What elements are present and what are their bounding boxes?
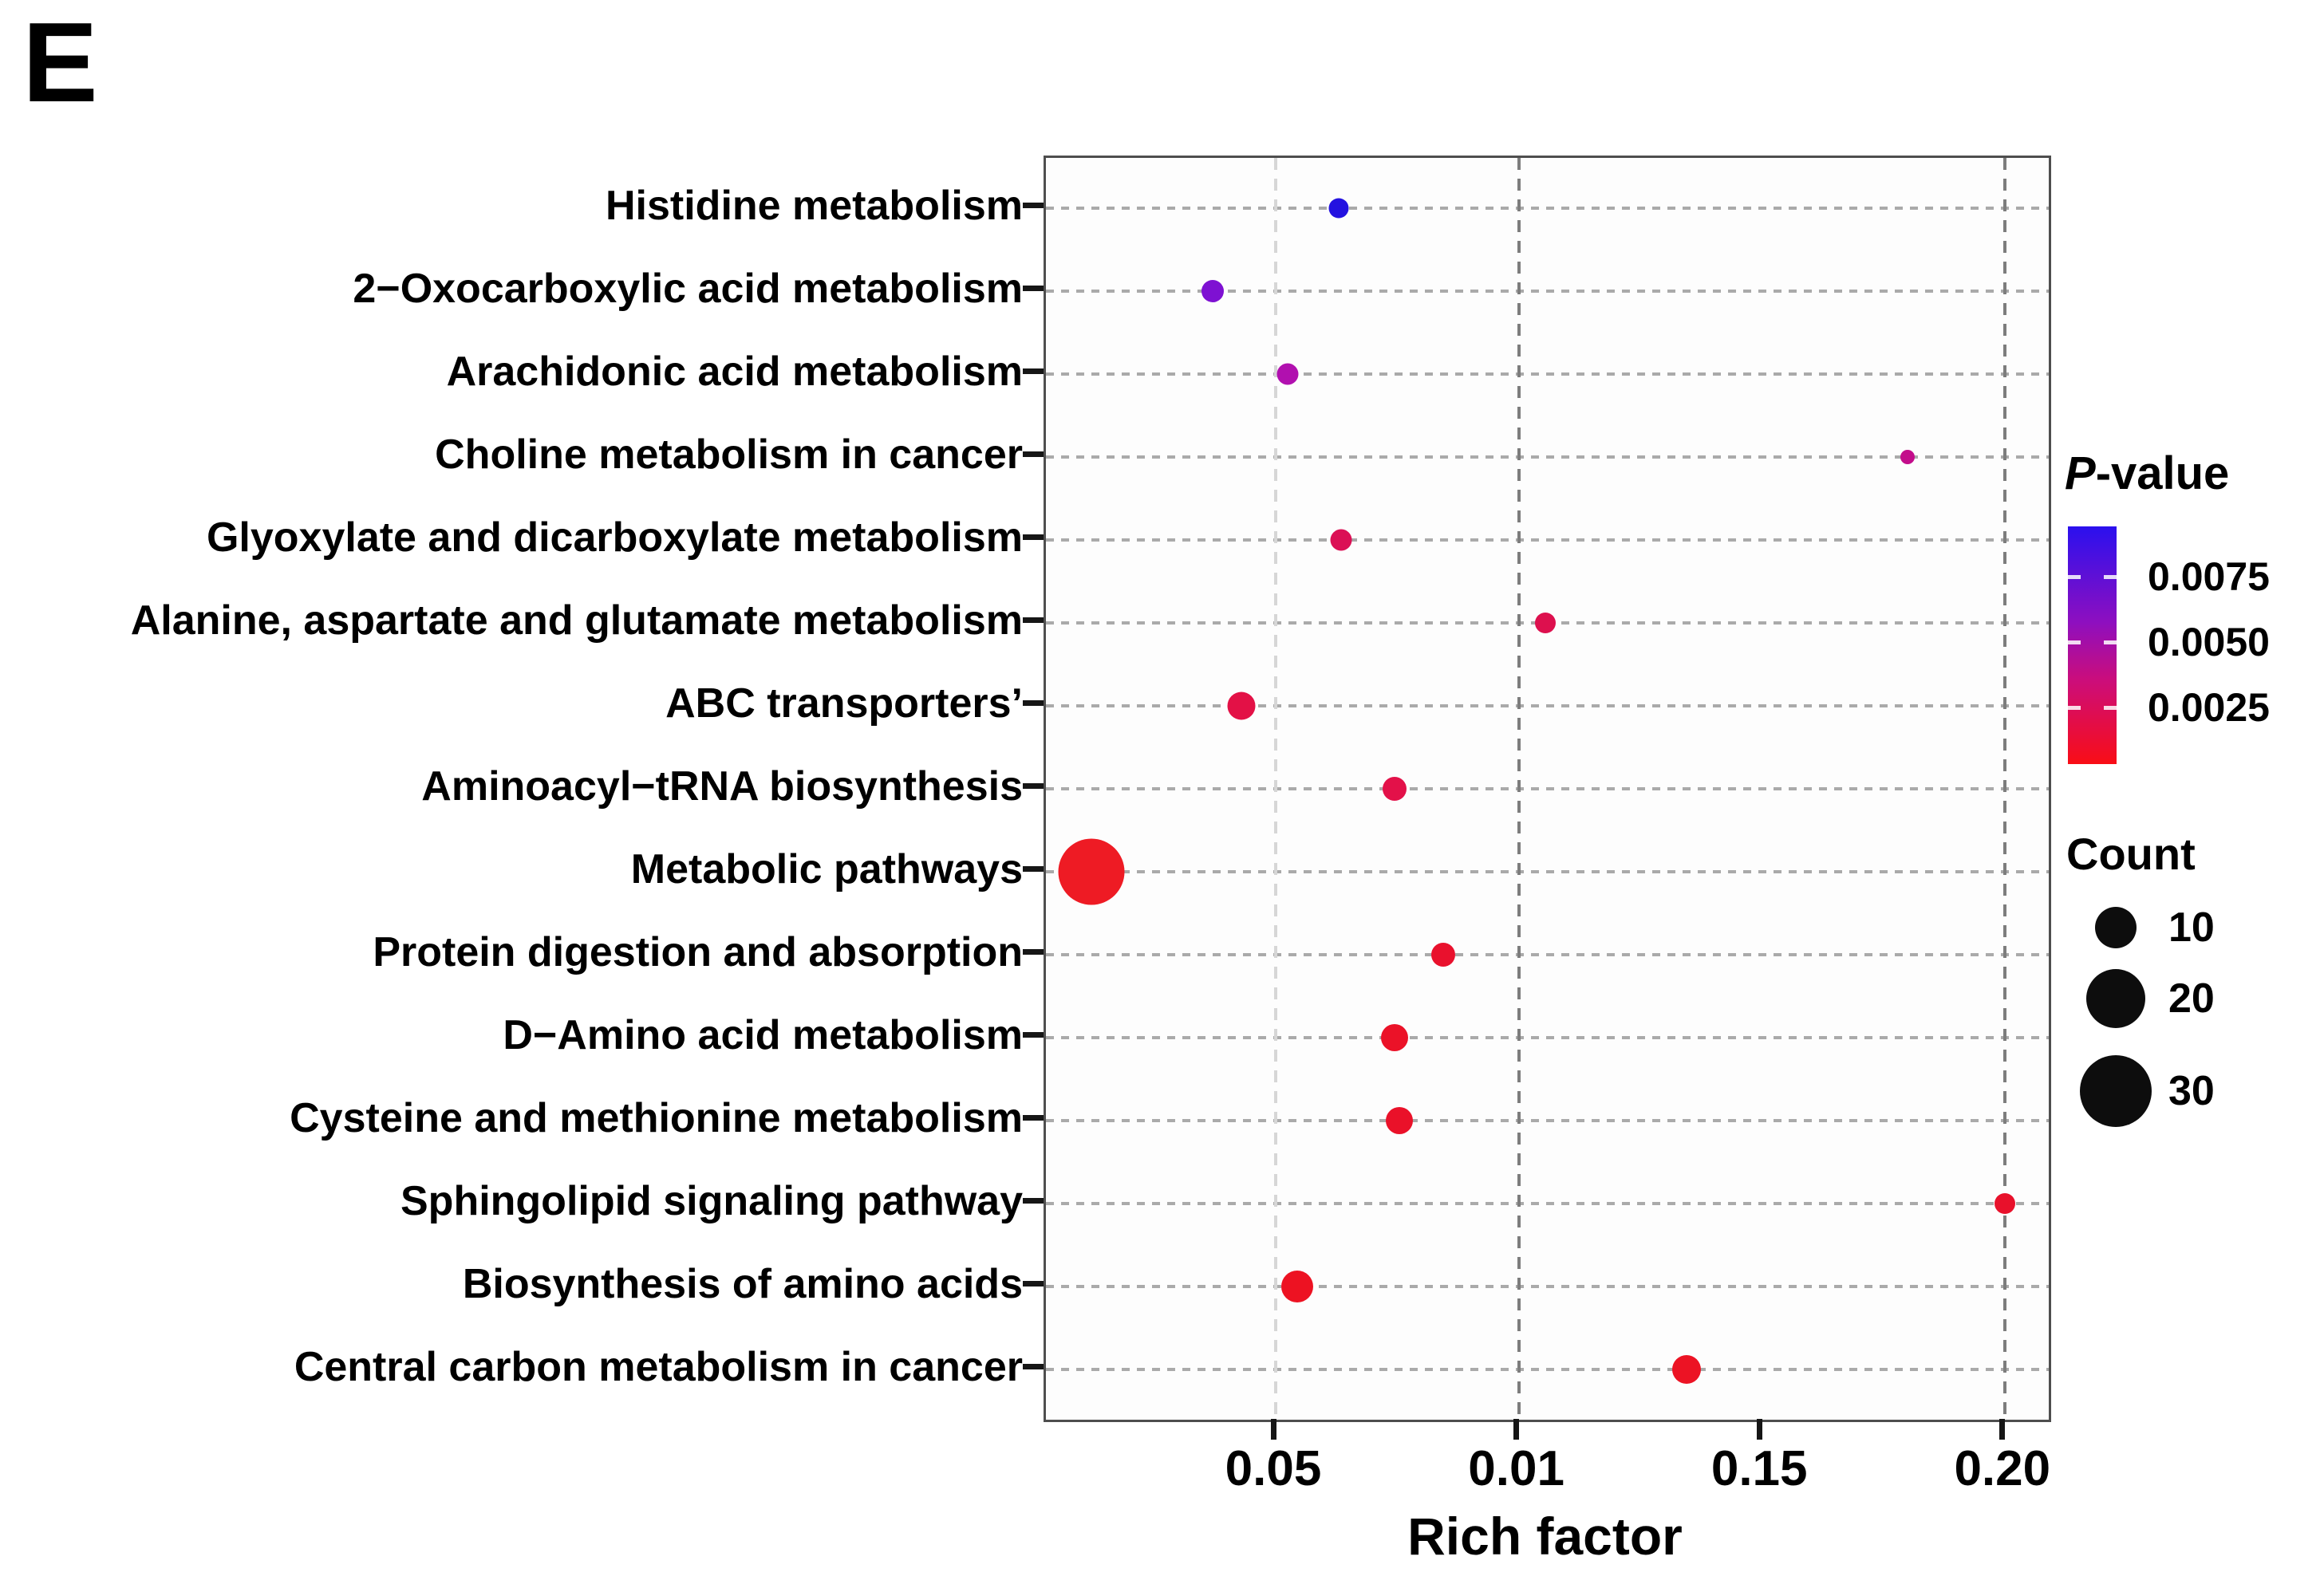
gridline-row-13 [1046, 1285, 2049, 1288]
x-tick-label-0.05: 0.05 [1225, 1441, 1322, 1496]
y-label-12: Sphingolipid signaling pathway [400, 1178, 1023, 1224]
y-label-14: Central carbon metabolism in cancer [294, 1344, 1023, 1390]
gridline-row-6 [1046, 704, 2049, 707]
count-legend-title: Count [2066, 829, 2196, 879]
bubble-0 [1328, 198, 1349, 219]
y-label-9: Protein digestion and absorption [373, 929, 1023, 975]
y-tick-11 [1023, 1115, 1044, 1121]
bubble-4 [1330, 529, 1352, 551]
bubble-8 [1058, 838, 1124, 905]
colorbar-tick-left-0.0025 [2068, 706, 2081, 710]
y-label-6: ABC transporters’ [665, 680, 1023, 727]
bubble-6 [1227, 692, 1256, 720]
gridline-row-12 [1046, 1202, 2049, 1205]
gridline-row-1 [1046, 290, 2049, 293]
bubble-2 [1276, 363, 1299, 385]
y-tick-4 [1023, 534, 1044, 540]
y-tick-2 [1023, 368, 1044, 374]
y-tick-1 [1023, 286, 1044, 291]
pvalue-legend-title-rest: -value [2095, 447, 2230, 499]
y-label-3: Choline metabolism in cancer [435, 431, 1023, 478]
count-circle-10 [2095, 907, 2137, 948]
y-tick-12 [1023, 1198, 1044, 1204]
colorbar-label-0.0050: 0.0050 [2148, 620, 2270, 664]
y-label-10: D−Amino acid metabolism [503, 1012, 1023, 1058]
gridline-row-11 [1046, 1119, 2049, 1122]
y-tick-6 [1023, 700, 1044, 706]
plot-area [1044, 156, 2051, 1422]
colorbar-tick-right-0.0025 [2104, 706, 2117, 710]
y-tick-9 [1023, 949, 1044, 955]
panel-label: E [22, 0, 98, 126]
bubble-9 [1431, 943, 1456, 967]
y-label-0: Histidine metabolism [606, 183, 1023, 229]
y-label-13: Biosynthesis of amino acids [462, 1261, 1023, 1307]
gridline-row-2 [1046, 372, 2049, 376]
y-tick-3 [1023, 451, 1044, 457]
gridline-x-0.01 [1517, 158, 1521, 1420]
count-circle-30 [2080, 1055, 2152, 1127]
y-label-11: Cysteine and methionine metabolism [290, 1095, 1023, 1141]
y-label-5: Alanine, aspartate and glutamate metabol… [130, 597, 1023, 644]
y-label-8: Metabolic pathways [630, 846, 1023, 892]
count-circle-20 [2086, 969, 2145, 1028]
y-tick-10 [1023, 1032, 1044, 1038]
gridline-row-3 [1046, 455, 2049, 459]
y-label-7: Aminoacyl−tRNA biosynthesis [421, 763, 1023, 810]
bubble-1 [1201, 280, 1224, 302]
y-label-2: Arachidonic acid metabolism [446, 349, 1023, 395]
y-tick-7 [1023, 783, 1044, 789]
y-label-4: Glyoxylate and dicarboxylate metabolism [206, 514, 1023, 561]
x-tick-label-0.20: 0.20 [1954, 1441, 2051, 1496]
colorbar-label-0.0075: 0.0075 [2148, 554, 2270, 599]
colorbar-tick-left-0.0075 [2068, 575, 2081, 579]
gridline-row-8 [1046, 870, 2049, 873]
bubble-5 [1535, 613, 1557, 633]
y-tick-14 [1023, 1364, 1044, 1369]
gridline-row-4 [1046, 538, 2049, 542]
count-label-30: 30 [2168, 1068, 2215, 1114]
x-tick-0.20 [1999, 1419, 2006, 1440]
x-axis-title: Rich factor [1407, 1507, 1683, 1566]
bubble-10 [1381, 1024, 1409, 1051]
bubble-12 [1994, 1193, 2015, 1214]
colorbar-tick-right-0.0075 [2104, 575, 2117, 579]
pvalue-legend-title-italic: P [2065, 447, 2096, 499]
pvalue-legend-title: P-value [2065, 447, 2229, 500]
bubble-7 [1383, 777, 1407, 801]
y-tick-13 [1023, 1281, 1044, 1287]
pvalue-colorbar [2068, 526, 2117, 764]
gridline-row-10 [1046, 1036, 2049, 1039]
gridline-row-14 [1046, 1368, 2049, 1371]
gridline-row-9 [1046, 953, 2049, 956]
count-label-20: 20 [2168, 975, 2215, 1022]
colorbar-label-0.0025: 0.0025 [2148, 685, 2270, 730]
y-label-1: 2−Oxocarboxylic acid metabolism [353, 266, 1023, 312]
colorbar-tick-right-0.0050 [2104, 640, 2117, 644]
gridline-row-0 [1046, 207, 2049, 210]
x-tick-0.01 [1513, 1419, 1520, 1440]
gridline-row-7 [1046, 787, 2049, 790]
x-tick-label-0.15: 0.15 [1710, 1441, 1808, 1496]
y-tick-8 [1023, 866, 1044, 872]
count-label-10: 10 [2168, 904, 2215, 951]
colorbar-tick-left-0.0050 [2068, 640, 2081, 644]
bubble-13 [1281, 1271, 1314, 1302]
x-tick-0.15 [1756, 1419, 1762, 1440]
bubble-14 [1671, 1355, 1701, 1384]
gridline-x-0.20 [2002, 158, 2006, 1420]
x-tick-0.05 [1270, 1419, 1276, 1440]
y-tick-5 [1023, 617, 1044, 623]
bubble-11 [1386, 1107, 1414, 1134]
y-tick-0 [1023, 203, 1044, 208]
bubble-3 [1900, 450, 1915, 464]
x-tick-label-0.01: 0.01 [1468, 1441, 1564, 1496]
gridline-x-0.05 [1274, 158, 1277, 1420]
